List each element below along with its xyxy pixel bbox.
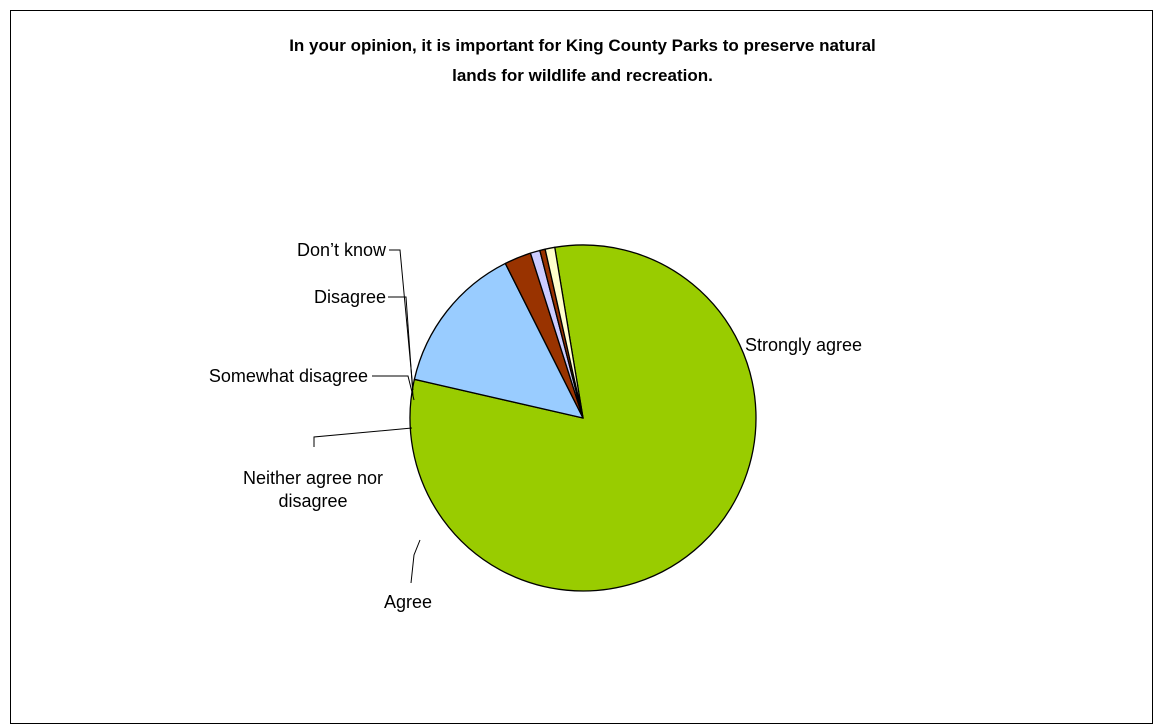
chart-title-line-1: In your opinion, it is important for Kin… — [289, 36, 876, 55]
slice-label-somewhat-disagree: Somewhat disagree — [209, 366, 368, 386]
slice-label-strongly-agree: Strongly agree — [745, 335, 862, 355]
leader-line-don-t-know — [389, 249, 414, 391]
slice-label-don-t-know: Don’t know — [297, 240, 387, 260]
leader-line-agree — [410, 539, 421, 584]
chart-title: In your opinion, it is important for Kin… — [11, 31, 1154, 91]
pie-slice-strongly-agree — [409, 244, 757, 592]
slice-label-neither-agree-nor-disagree: Neither agree nor disagree — [243, 468, 383, 511]
slice-label-disagree: Disagree — [314, 287, 386, 307]
pie-slice-agree — [413, 262, 584, 419]
slice-label-agree: Agree — [384, 592, 432, 612]
pie-slice-don-t-know — [544, 246, 584, 419]
leader-line-neither-agree-nor-disagree — [313, 427, 413, 447]
leader-line-somewhat-disagree — [372, 375, 415, 401]
chart-title-line-2: lands for wildlife and recreation. — [452, 66, 713, 85]
